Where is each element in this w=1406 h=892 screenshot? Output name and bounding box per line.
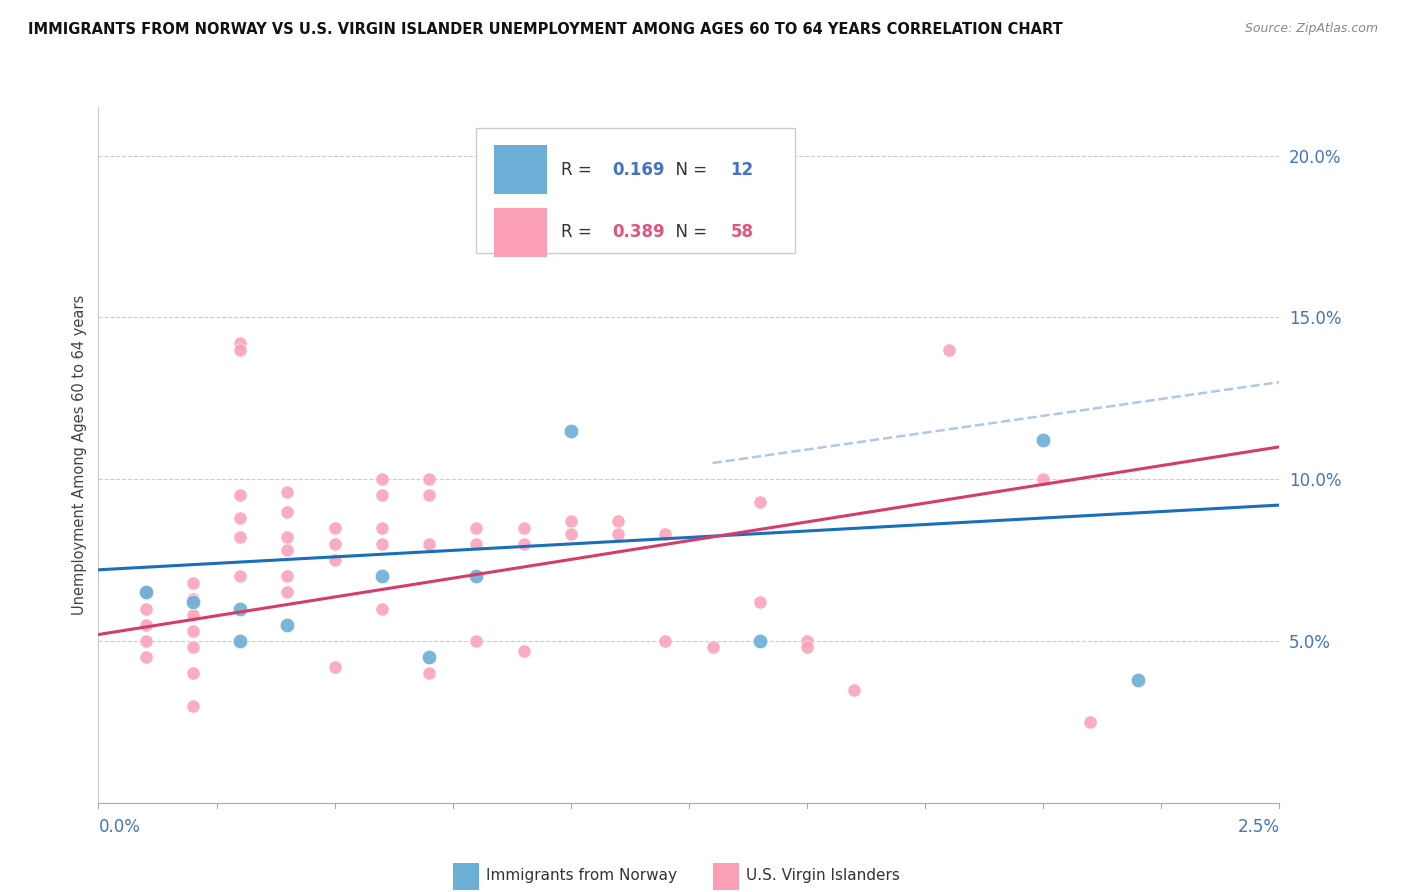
- Point: [135, 650, 157, 665]
- Point: [276, 504, 298, 518]
- Text: N =: N =: [665, 223, 713, 241]
- Point: [276, 531, 298, 545]
- Point: [654, 634, 676, 648]
- Point: [418, 472, 440, 486]
- Point: [323, 553, 346, 567]
- Point: [796, 634, 818, 648]
- Point: [229, 569, 252, 583]
- Text: Source: ZipAtlas.com: Source: ZipAtlas.com: [1244, 22, 1378, 36]
- Point: [229, 634, 252, 648]
- Point: [702, 640, 724, 655]
- Text: 58: 58: [730, 223, 754, 241]
- Point: [418, 650, 440, 665]
- Point: [181, 608, 204, 623]
- Point: [276, 543, 298, 558]
- Point: [512, 521, 534, 535]
- Point: [796, 640, 818, 655]
- Point: [1032, 472, 1054, 486]
- Point: [229, 531, 252, 545]
- Point: [748, 495, 770, 509]
- Point: [229, 336, 252, 351]
- Point: [323, 537, 346, 551]
- Point: [371, 537, 394, 551]
- Point: [135, 617, 157, 632]
- Point: [135, 634, 157, 648]
- Text: 12: 12: [730, 161, 754, 178]
- Bar: [477, 128, 796, 253]
- Text: 2.5%: 2.5%: [1237, 818, 1279, 836]
- Point: [229, 488, 252, 502]
- Y-axis label: Unemployment Among Ages 60 to 64 years: Unemployment Among Ages 60 to 64 years: [72, 294, 87, 615]
- Point: [181, 591, 204, 606]
- Point: [229, 511, 252, 525]
- Point: [181, 640, 204, 655]
- Point: [323, 521, 346, 535]
- Text: R =: R =: [561, 223, 598, 241]
- Point: [135, 585, 157, 599]
- Bar: [713, 863, 738, 889]
- Point: [560, 527, 582, 541]
- Text: 0.389: 0.389: [612, 223, 665, 241]
- Point: [181, 575, 204, 590]
- Point: [229, 601, 252, 615]
- Point: [276, 569, 298, 583]
- Point: [181, 666, 204, 681]
- Text: Immigrants from Norway: Immigrants from Norway: [486, 868, 676, 883]
- Point: [1080, 714, 1102, 729]
- Text: U.S. Virgin Islanders: U.S. Virgin Islanders: [745, 868, 900, 883]
- Point: [1126, 673, 1149, 687]
- Point: [181, 595, 204, 609]
- Point: [276, 585, 298, 599]
- Point: [181, 624, 204, 639]
- Point: [607, 514, 630, 528]
- Point: [276, 485, 298, 500]
- Point: [418, 666, 440, 681]
- Bar: [494, 145, 547, 194]
- Point: [654, 527, 676, 541]
- Point: [607, 527, 630, 541]
- Point: [276, 617, 298, 632]
- Text: 0.169: 0.169: [612, 161, 665, 178]
- Point: [371, 569, 394, 583]
- Point: [748, 634, 770, 648]
- Point: [323, 660, 346, 674]
- Point: [371, 601, 394, 615]
- Point: [181, 698, 204, 713]
- Text: R =: R =: [561, 161, 598, 178]
- Bar: [494, 208, 547, 257]
- Point: [465, 537, 488, 551]
- Text: 0.0%: 0.0%: [98, 818, 141, 836]
- Point: [229, 343, 252, 357]
- Text: IMMIGRANTS FROM NORWAY VS U.S. VIRGIN ISLANDER UNEMPLOYMENT AMONG AGES 60 TO 64 : IMMIGRANTS FROM NORWAY VS U.S. VIRGIN IS…: [28, 22, 1063, 37]
- Point: [418, 488, 440, 502]
- Point: [560, 424, 582, 438]
- Point: [844, 682, 866, 697]
- Point: [748, 595, 770, 609]
- Bar: [453, 863, 478, 889]
- Point: [371, 488, 394, 502]
- Point: [512, 537, 534, 551]
- Point: [371, 472, 394, 486]
- Point: [512, 643, 534, 657]
- Point: [418, 537, 440, 551]
- Point: [371, 521, 394, 535]
- Text: N =: N =: [665, 161, 713, 178]
- Point: [560, 514, 582, 528]
- Point: [465, 569, 488, 583]
- Point: [465, 634, 488, 648]
- Point: [465, 521, 488, 535]
- Point: [135, 585, 157, 599]
- Point: [1032, 434, 1054, 448]
- Point: [135, 601, 157, 615]
- Point: [938, 343, 960, 357]
